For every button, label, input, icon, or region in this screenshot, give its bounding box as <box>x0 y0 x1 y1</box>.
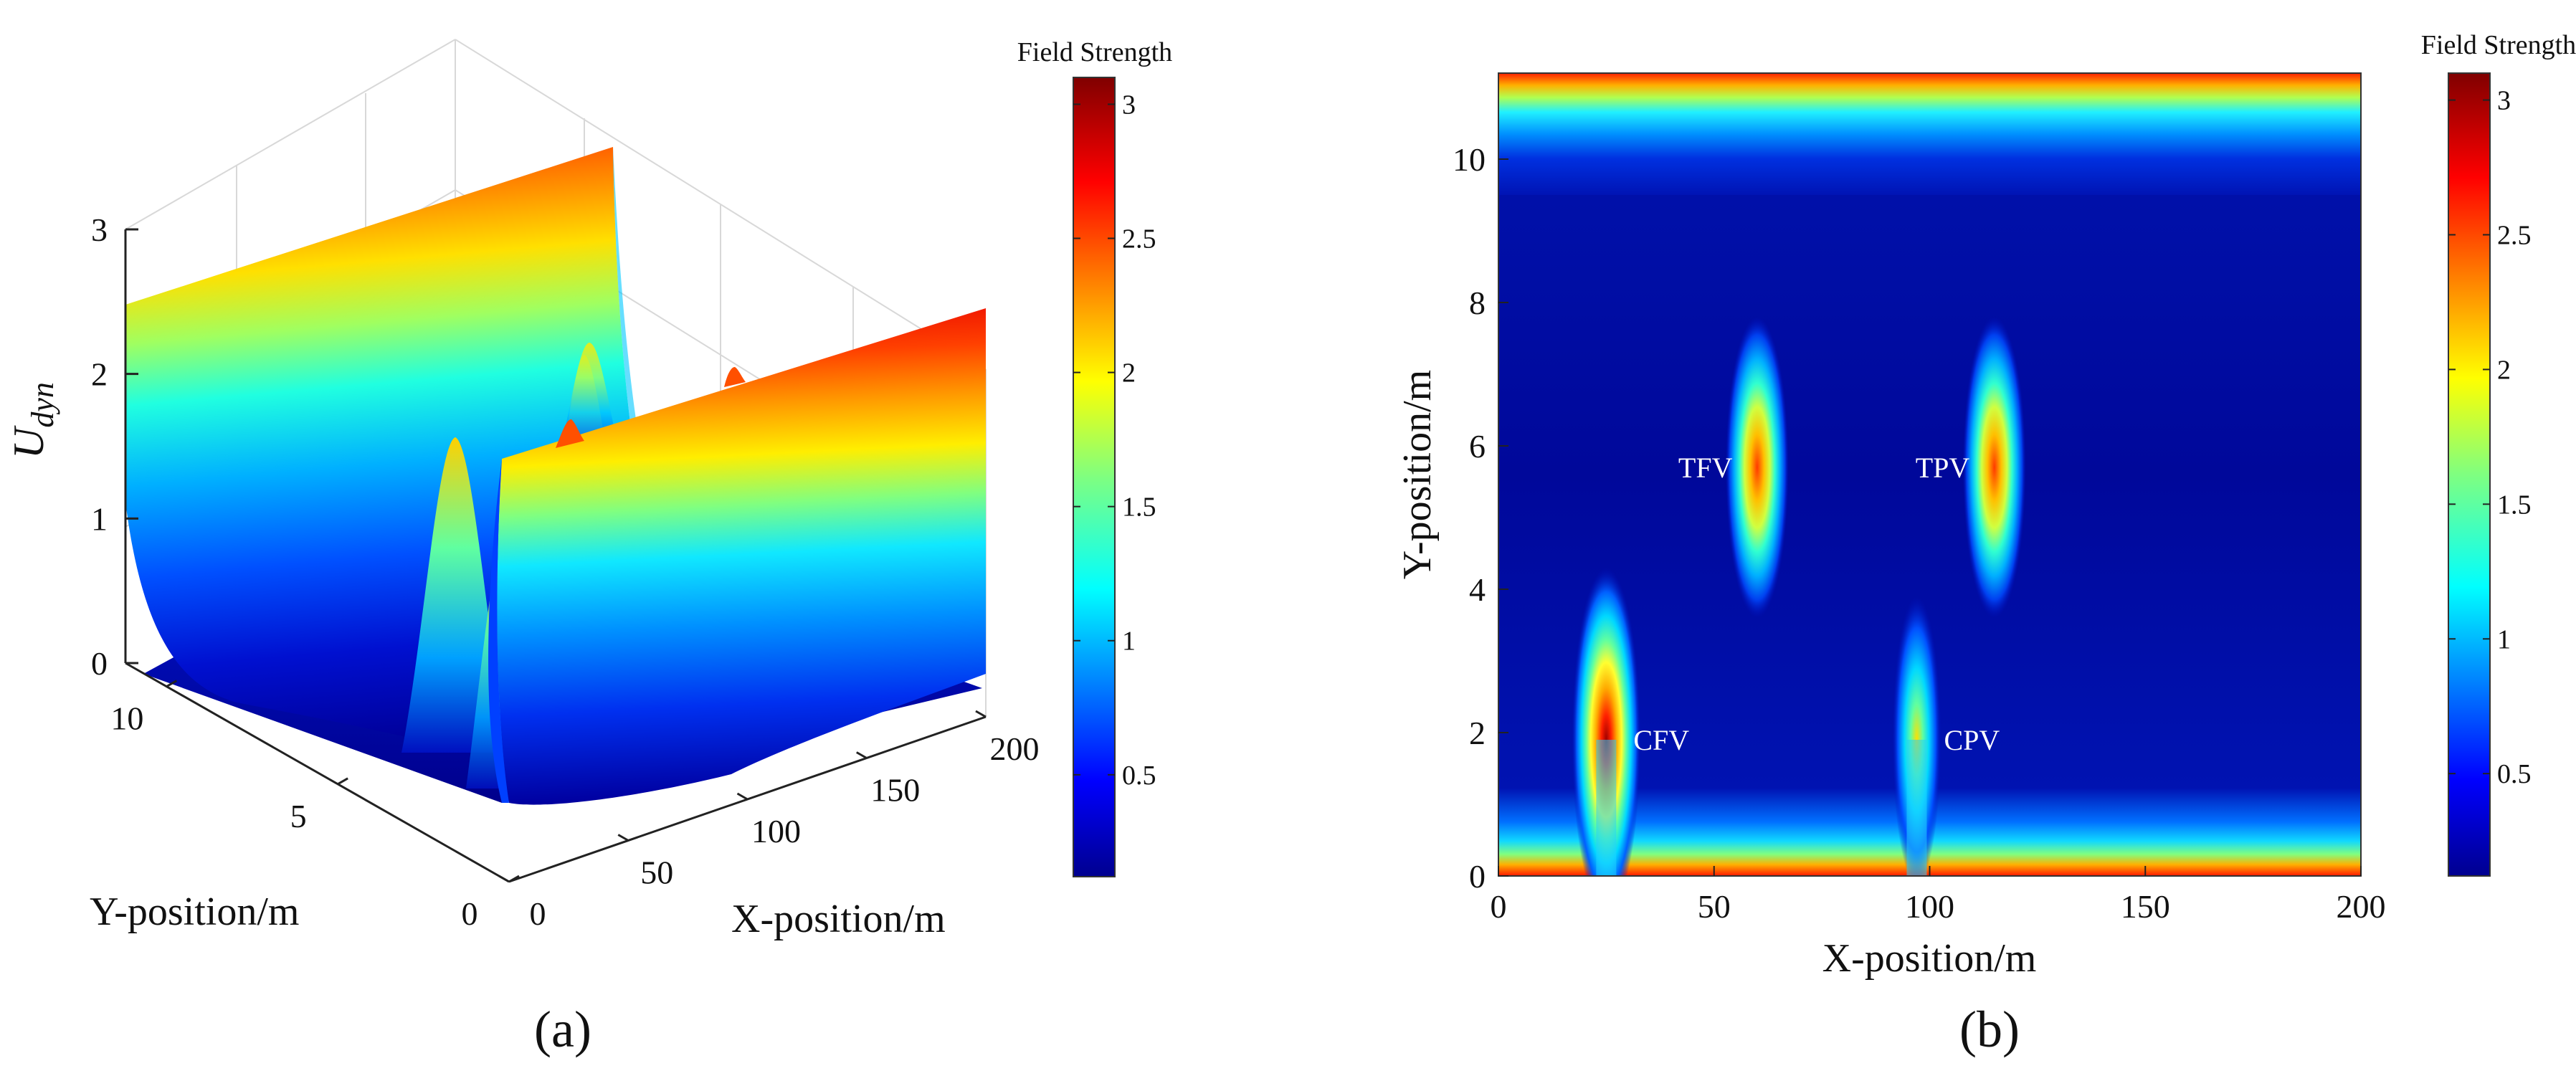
panel-b-x-tick-label: 50 <box>1698 888 1731 925</box>
panel-a-near-bump-2 <box>724 367 746 387</box>
panel-b-hotspot-stem <box>1906 740 1927 876</box>
panel-b-label: (b) <box>1959 1001 2020 1058</box>
panel-a-y-tick-mark <box>337 777 348 786</box>
panel-a-y-tick-label: 0 <box>462 895 478 932</box>
colorbar-tick-label: 1.5 <box>2497 490 2532 520</box>
panel-b-hotspot-stem <box>1596 740 1617 876</box>
panel-a-z-axis-label-main: U <box>5 425 52 459</box>
panel-a-x-tick-mark <box>498 875 510 883</box>
panel-a-z-tick-label: 2 <box>91 356 108 393</box>
panel-a-surface-near-ridge <box>497 308 986 805</box>
panel-a-colorbar-title: Field Strength <box>1017 37 1172 67</box>
panel-a-x-tick-mark <box>975 710 987 718</box>
panel-a-x-tick-label: 0 <box>530 895 546 932</box>
colorbar-tick-label: 0.5 <box>1122 761 1156 791</box>
panel-b-x-tick-label: 150 <box>2121 888 2170 925</box>
panel-a-x-tick-label: 50 <box>640 854 673 891</box>
colorbar-tick-label: 1 <box>1122 627 1136 657</box>
panel-a-colorbar-ticks: 0.5 1 1.5 2 2.5 3 <box>1073 90 1156 791</box>
panel-b-colorbar <box>2448 72 2491 877</box>
panel-a-y-tick-label: 10 <box>110 700 143 737</box>
panel-b-y-tick-label: 4 <box>1469 571 1486 608</box>
colorbar-tick-label: 3 <box>2497 86 2511 116</box>
colorbar-tick-label: 1.5 <box>1122 492 1156 523</box>
panel-a-x-tick-mark <box>736 792 748 801</box>
colorbar-tick-label: 2.5 <box>1122 224 1156 254</box>
colorbar-tick-label: 2.5 <box>2497 221 2532 251</box>
panel-b-hotspot-cpv <box>1892 596 1941 876</box>
panel-a-y-tick-label: 5 <box>290 798 307 834</box>
panel-b-heatmap: 0 50 100 150 200 0 2 4 6 8 10 CFV TFV CPV TPV X-posit… <box>1395 30 2576 1058</box>
panel-b-annotation-tpv: TPV <box>1916 452 1970 484</box>
panel-a-z-tick-label: 1 <box>91 500 108 537</box>
panel-a-x-tick-label: 150 <box>870 772 920 809</box>
panel-a-surface-near-ridge-edge <box>488 459 509 803</box>
panel-b-x-axis-label: X-position/m <box>1822 936 2037 981</box>
panel-a-label: (a) <box>534 1001 591 1058</box>
panel-b-hotspot-tpv <box>1962 317 2026 618</box>
panel-b-y-axis-label: Y-position/m <box>1395 370 1440 579</box>
colorbar-tick-label: 2 <box>2497 355 2511 385</box>
panel-b-y-tick-label: 2 <box>1469 715 1486 751</box>
panel-a-z-tick-label: 3 <box>91 211 108 248</box>
panel-b-annotation-tfv: TFV <box>1678 452 1733 484</box>
panel-b-heatmap-field <box>1498 73 2361 876</box>
panel-a-z-tick-label: 0 <box>91 645 108 682</box>
panel-b-y-tick-label: 10 <box>1453 141 1486 178</box>
colorbar-tick-label: 2 <box>1122 358 1136 389</box>
panel-b-colorbar-ticks: 0.5 1 1.5 2 2.5 3 <box>2448 86 2532 789</box>
panel-a-z-axis-label-sub: dyn <box>25 382 60 428</box>
panel-b-colorbar-title: Field Strength <box>2421 30 2576 60</box>
panel-a-y-tick-mark <box>166 680 178 687</box>
panel-a-x-axis-label: X-position/m <box>731 897 946 941</box>
panel-a-y-tick-mark <box>508 875 520 883</box>
panel-b-annotation-cfv: CFV <box>1633 724 1689 756</box>
panel-b-x-tick-label: 0 <box>1491 888 1507 925</box>
colorbar-tick-label: 1 <box>2497 624 2511 654</box>
colorbar-tick-label: 0.5 <box>2497 759 2532 789</box>
panel-a-x-tick-label: 100 <box>751 813 801 849</box>
panel-a-z-axis-label: Udyn <box>5 382 60 459</box>
panel-b-hotspots <box>1572 317 2026 876</box>
panel-b-top-boundary-band <box>1498 73 2361 195</box>
panel-b-x-tick-label: 100 <box>1905 888 1954 925</box>
panel-b-y-tick-label: 0 <box>1469 858 1486 895</box>
panel-b-annotation-cpv: CPV <box>1944 724 2000 756</box>
panel-a-x-tick-mark <box>856 751 868 759</box>
colorbar-tick-label: 3 <box>1122 90 1136 120</box>
panel-a-x-tick-mark <box>617 834 629 842</box>
panel-a-y-axis-label: Y-position/m <box>90 890 299 934</box>
panel-b-hotspot-cfv <box>1572 568 1641 876</box>
panel-b-hotspot-tfv <box>1725 317 1789 618</box>
panel-b-y-tick-label: 6 <box>1469 428 1486 465</box>
panel-a-x-tick-label: 200 <box>990 730 1040 767</box>
panel-a-near-bump-1 <box>556 419 584 448</box>
panel-b-x-tick-label: 200 <box>2337 888 2386 925</box>
panel-a-colorbar <box>1073 77 1116 877</box>
panel-b-annotations: CFV TFV CPV TPV <box>1633 452 2000 756</box>
panel-b-y-tick-label: 8 <box>1469 285 1486 321</box>
panel-b-ticks: 0 50 100 150 200 0 2 4 6 8 10 <box>1453 141 2386 925</box>
